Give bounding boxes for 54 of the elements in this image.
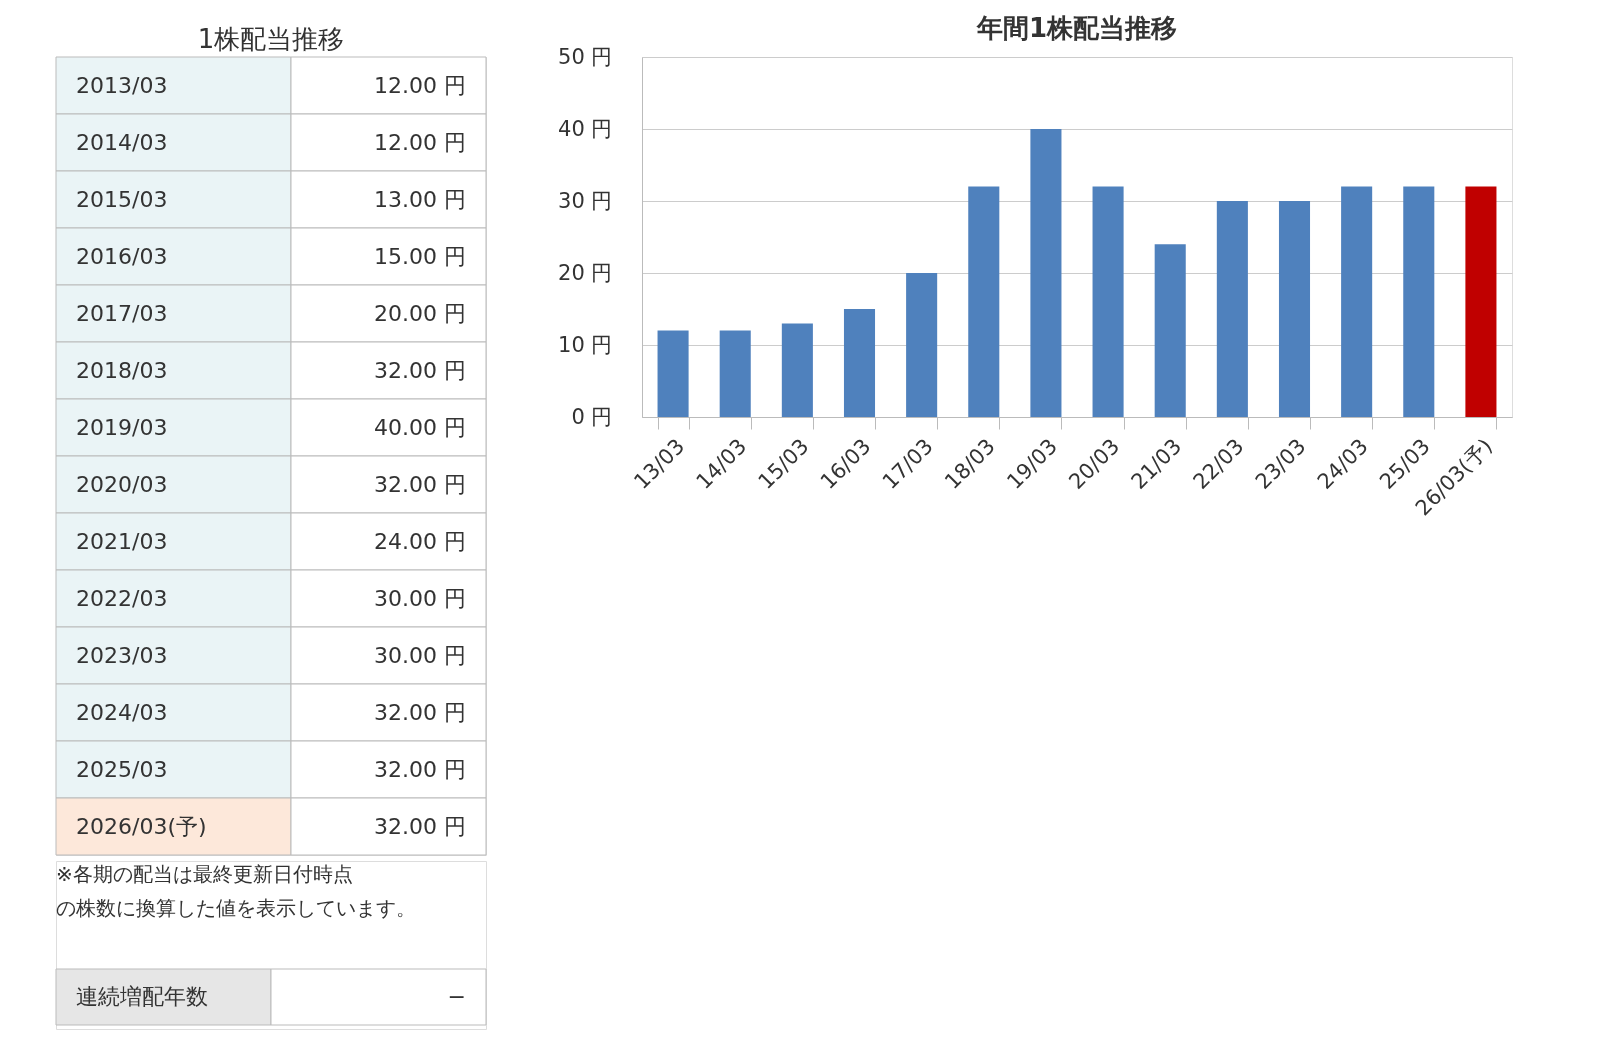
y-tick-label: 20 円	[558, 260, 613, 285]
bar	[906, 273, 938, 417]
text: 32.00 円	[374, 471, 466, 497]
bar	[657, 330, 689, 417]
text: 30.00 円	[374, 585, 466, 611]
bar	[719, 330, 751, 417]
chart-title: 年間1株配当推移	[975, 13, 1178, 43]
bar	[1216, 201, 1248, 417]
bar	[968, 186, 1000, 417]
text: の株数に換算した値を表示しています。	[56, 896, 416, 920]
category-label: 2013/03	[76, 72, 168, 98]
category-label: 2025/03	[76, 756, 168, 782]
category-label: 2020/03	[76, 471, 168, 497]
category-label: 2023/03	[76, 642, 168, 668]
category-label: 2024/03	[76, 699, 168, 725]
category-label: 2026/03(予)	[76, 813, 207, 839]
category-label: 2017/03	[76, 300, 168, 326]
bar	[1092, 186, 1124, 417]
y-tick-label: 10 円	[558, 332, 613, 357]
y-tick-label: 50 円	[558, 44, 613, 69]
category-label: 2016/03	[76, 243, 168, 269]
text: ※各期の配当は最終更新日付時点	[56, 862, 353, 886]
category-label: 2014/03	[76, 129, 168, 155]
text: 32.00 円	[374, 813, 466, 839]
bar	[1154, 244, 1186, 417]
bar	[1030, 129, 1062, 417]
bar	[1278, 201, 1311, 417]
text: 1株配当推移	[197, 23, 345, 54]
y-tick-label: 0 円	[571, 404, 613, 429]
text: 12.00 円	[374, 72, 466, 98]
text: 30.00 円	[374, 642, 466, 668]
bar	[1465, 186, 1497, 417]
category-label: 2015/03	[76, 186, 168, 212]
text: 13.00 円	[374, 186, 466, 212]
text: 32.00 円	[374, 357, 466, 383]
text: 連続増配年数	[76, 984, 208, 1009]
bar	[781, 323, 813, 417]
text: 24.00 円	[374, 528, 466, 554]
bar	[843, 309, 876, 417]
text: 15.00 円	[374, 243, 466, 269]
text: −	[447, 984, 466, 1009]
bar	[1341, 186, 1373, 417]
category-label: 2022/03	[76, 585, 168, 611]
text: 12.00 円	[374, 129, 466, 155]
category-label: 2021/03	[76, 528, 168, 554]
category-label: 2018/03	[76, 357, 168, 383]
text: 20.00 円	[374, 300, 466, 326]
category-label: 2019/03	[76, 414, 168, 440]
y-tick-label: 40 円	[558, 116, 613, 141]
text: 32.00 円	[374, 756, 466, 782]
text: 32.00 円	[374, 699, 466, 725]
y-tick-label: 30 円	[558, 188, 613, 213]
bar	[1403, 186, 1435, 417]
text: 40.00 円	[374, 414, 466, 440]
